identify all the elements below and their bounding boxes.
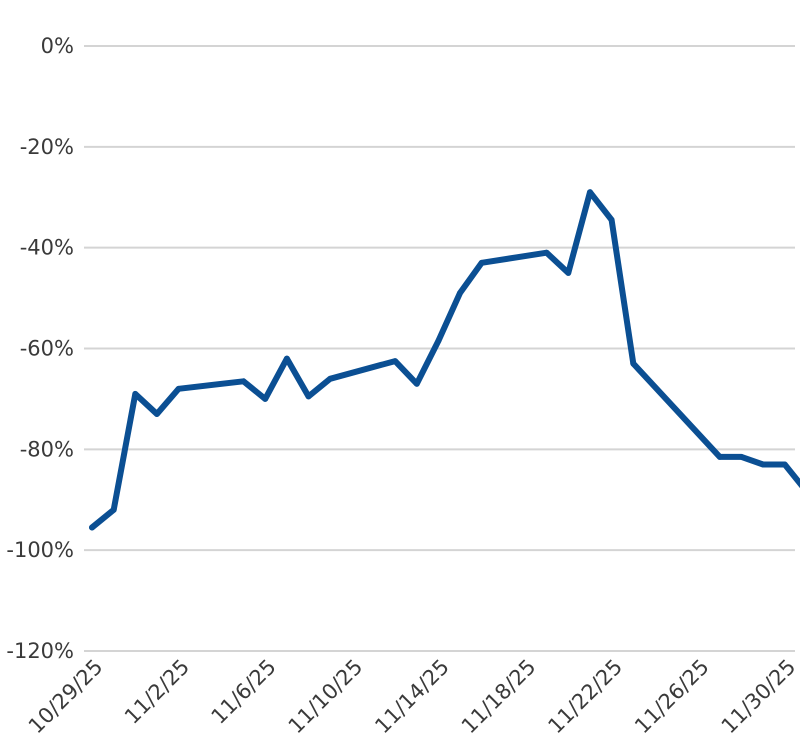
data-point	[587, 189, 593, 196]
x-tick-label: 11/2/25	[120, 655, 194, 729]
y-tick-label: -100%	[6, 538, 74, 562]
x-tick-label: 10/29/25	[24, 655, 108, 739]
data-point	[457, 290, 463, 296]
data-point	[478, 259, 485, 266]
data-point	[738, 454, 745, 460]
data-point	[760, 461, 766, 468]
data-point	[305, 393, 312, 400]
series-layer	[89, 189, 800, 531]
data-point	[327, 375, 333, 382]
y-tick-label: -20%	[20, 135, 74, 159]
data-point	[89, 524, 95, 531]
data-point	[781, 461, 788, 468]
x-tick-label: 11/26/25	[630, 655, 714, 739]
data-point	[565, 270, 572, 276]
data-point	[435, 338, 442, 344]
y-tick-label: 0%	[41, 34, 74, 58]
y-axis-tick-labels: 0% -20% -40% -60% -80% -100% -120%	[6, 34, 74, 663]
y-tick-label: -120%	[6, 639, 74, 663]
x-tick-label: 11/18/25	[457, 655, 541, 739]
gridlines	[84, 45, 795, 652]
data-point	[608, 217, 615, 223]
x-tick-label: 11/6/25	[207, 655, 281, 729]
data-point	[284, 355, 290, 362]
x-axis-tick-labels: 10/29/25 11/2/25 11/6/25 11/10/25 11/14/25 11…	[24, 655, 800, 739]
x-tick-label: 11/22/25	[543, 655, 627, 739]
series-line	[89, 189, 800, 531]
data-point	[262, 396, 269, 402]
data-point	[413, 380, 420, 387]
x-tick-label: 11/30/25	[717, 655, 800, 739]
y-tick-label: -60%	[20, 337, 74, 361]
data-point	[392, 358, 398, 364]
data-point	[154, 411, 160, 417]
data-point	[240, 378, 247, 385]
x-tick-label: 11/14/25	[370, 655, 454, 739]
data-point	[716, 454, 723, 460]
data-point	[110, 506, 117, 513]
data-point	[630, 360, 637, 367]
data-point	[132, 391, 139, 397]
x-tick-label: 11/10/25	[284, 655, 368, 739]
y-tick-label: -80%	[20, 437, 74, 461]
y-tick-label: -40%	[20, 236, 74, 260]
data-point	[175, 385, 182, 392]
data-point	[543, 249, 550, 256]
